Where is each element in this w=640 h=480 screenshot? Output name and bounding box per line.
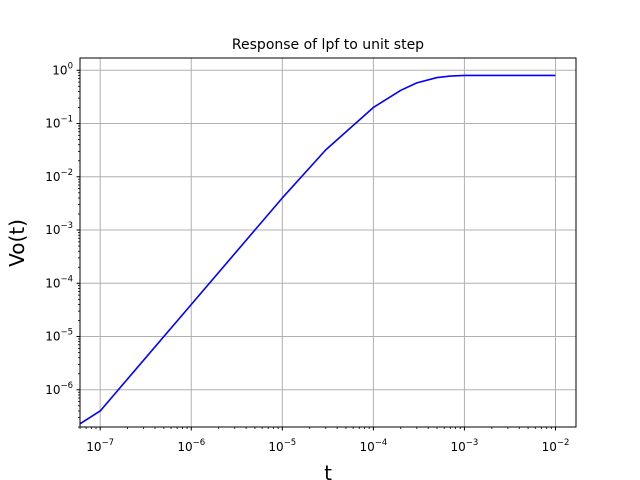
x-tick-label: 10−7	[86, 438, 114, 454]
x-tick-label: 10−3	[451, 438, 479, 454]
series-layer	[79, 74, 556, 425]
y-tick-label: 10−1	[45, 115, 73, 131]
y-tick-label: 10−4	[45, 274, 73, 290]
x-tick-label: 10−2	[542, 438, 570, 454]
y-tick-label: 10−3	[45, 221, 73, 237]
series-line	[79, 74, 556, 425]
y-tick-labels: 100 10−1 10−2 10−3 10−4 10−5 10−6	[45, 61, 73, 397]
grid	[80, 58, 576, 427]
y-tick-label: 10−5	[45, 328, 73, 344]
plot-frame	[79, 57, 577, 428]
y-axis-label: Vo(t)	[5, 219, 29, 267]
x-tick-label: 10−5	[268, 438, 296, 454]
y-tick-label: 10−2	[45, 168, 73, 184]
y-tick-label: 100	[52, 61, 73, 77]
x-tick-label: 10−6	[177, 438, 205, 454]
x-tick-labels: 10−7 10−6 10−5 10−4 10−3 10−2	[86, 438, 569, 454]
x-axis-label: t	[324, 461, 332, 480]
major-ticks	[76, 69, 556, 431]
y-tick-label: 10−6	[45, 381, 73, 397]
chart-title: Response of lpf to unit step	[232, 37, 424, 53]
x-tick-label: 10−4	[359, 438, 387, 454]
